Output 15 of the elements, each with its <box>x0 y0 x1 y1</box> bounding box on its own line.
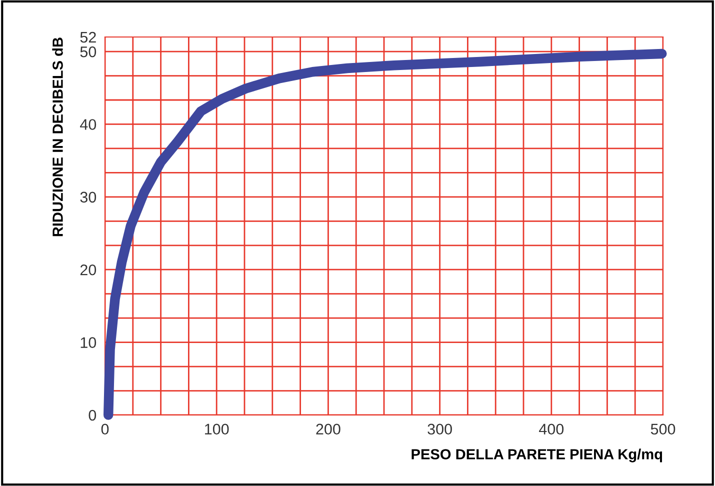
y-tick-label: 30 <box>80 192 96 203</box>
x-axis-title: PESO DELLA PARETE PIENA Kg/mq <box>412 448 662 462</box>
x-tick-label: 200 <box>316 424 340 435</box>
x-tick-label: 500 <box>650 424 676 435</box>
y-tick-label: 50 <box>80 46 96 58</box>
y-tick-label: 52 <box>80 32 96 43</box>
y-axis-title: RIDUZIONE IN DECIBELS dB <box>52 38 63 236</box>
y-tick-label: 0 <box>88 410 96 421</box>
y-tick-label: 20 <box>80 264 96 276</box>
x-tick-label: 300 <box>428 424 452 435</box>
x-tick-label: 100 <box>205 424 229 435</box>
x-tick-label: 400 <box>539 424 564 435</box>
y-tick-label: 40 <box>80 119 96 130</box>
x-tick-label: 0 <box>101 424 109 435</box>
y-tick-label: 10 <box>80 337 96 348</box>
